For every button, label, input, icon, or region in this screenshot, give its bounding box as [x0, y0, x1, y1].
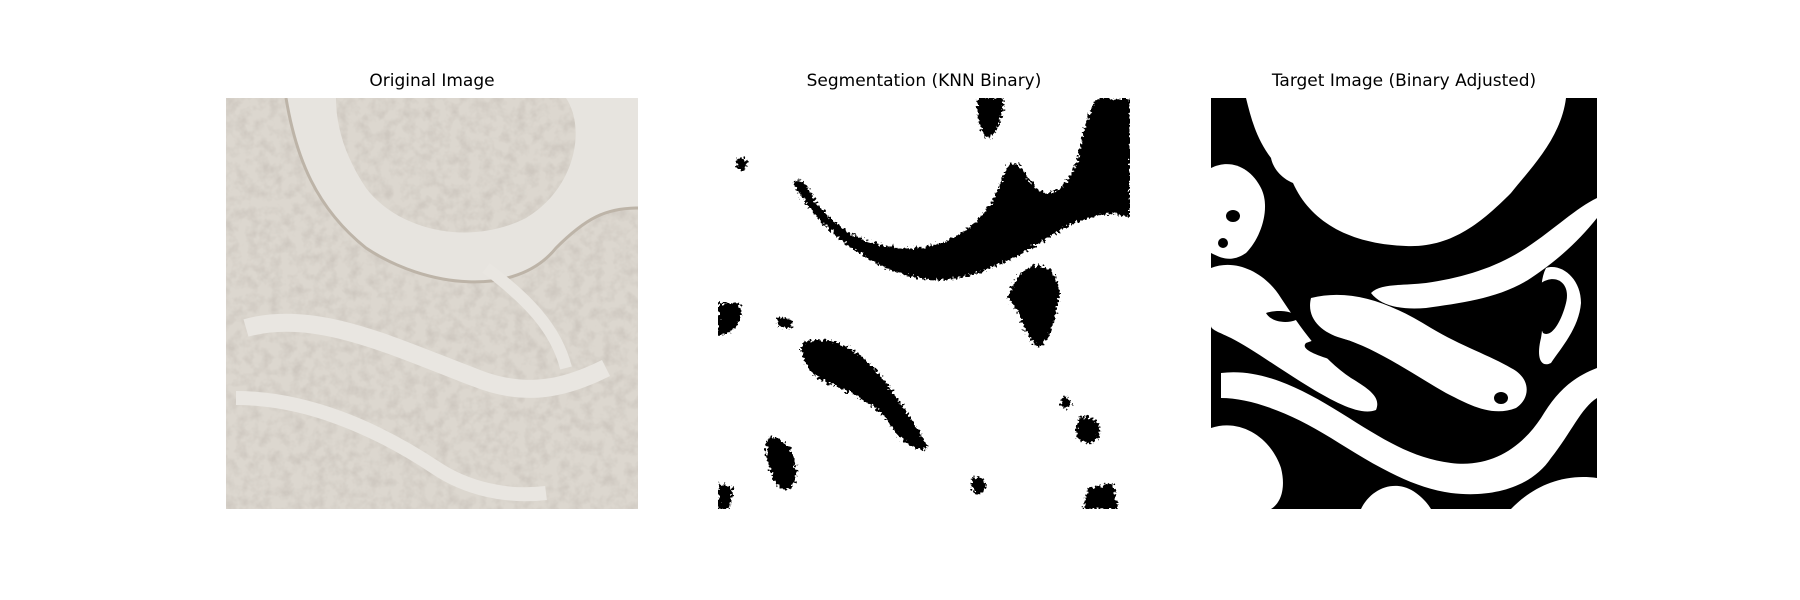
panel-title-original: Original Image [369, 71, 495, 91]
segmentation-image [718, 98, 1130, 509]
original-image [226, 98, 638, 509]
panel-title-segmentation: Segmentation (KNN Binary) [806, 71, 1042, 91]
target-mask-image [1211, 98, 1597, 509]
panel-title-target: Target Image (Binary Adjusted) [1271, 71, 1537, 91]
